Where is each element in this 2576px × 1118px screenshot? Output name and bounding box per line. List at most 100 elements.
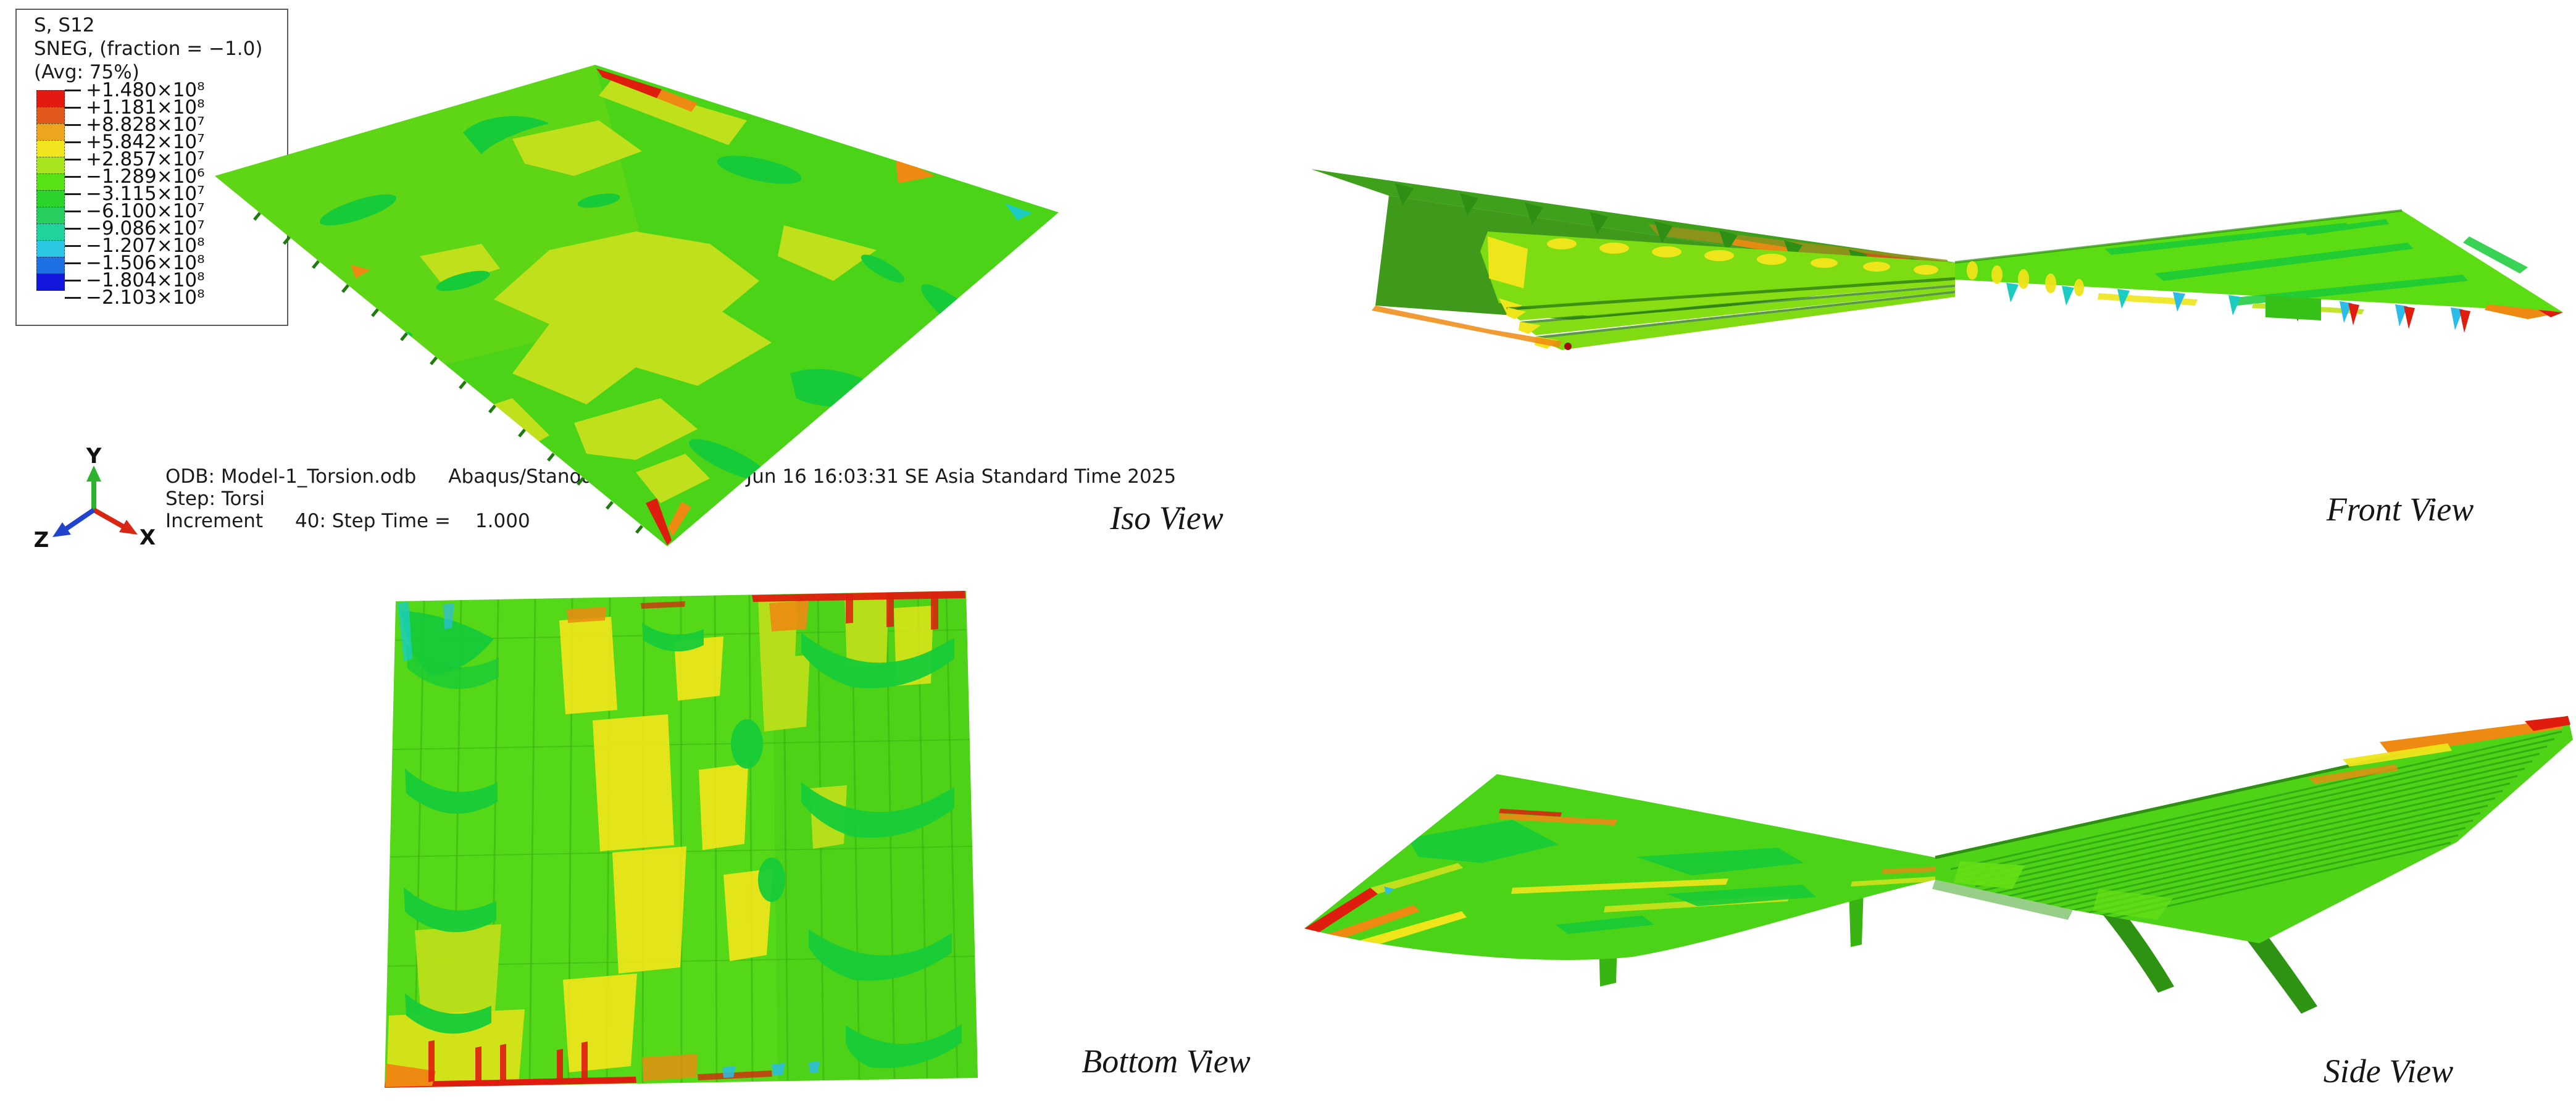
legend-colorbar-band: [36, 157, 65, 174]
y-axis-arrow: [86, 465, 101, 510]
bottom-edge-accents: [385, 591, 965, 1088]
legend-colorbar-band: [36, 273, 65, 291]
legend-title-block: S, S12 SNEG, (fraction = −1.0) (Avg: 75%…: [34, 14, 262, 84]
side-view-plot: [1304, 715, 2573, 1014]
legend-tick-line: [65, 193, 81, 195]
z-axis-arrow: [52, 507, 96, 537]
iso-view-plot: [215, 65, 1059, 546]
legend-tick: −9.086×10⁷: [65, 217, 205, 240]
legend-colorbar-band: [36, 207, 65, 224]
increment-label: Increment: [165, 510, 264, 532]
view-triad-icon: Y X Z: [34, 444, 156, 549]
legend-panel: S, S12 SNEG, (fraction = −1.0) (Avg: 75%…: [15, 9, 288, 326]
legend-tick-line: [65, 296, 81, 299]
legend-tick-line: [65, 141, 81, 143]
legend-tick-label: +8.828×10⁷: [86, 114, 205, 136]
side-view-label: Side View: [2323, 1053, 2454, 1090]
legend-tick-line: [65, 210, 81, 212]
legend-colorbar-band: [36, 190, 65, 207]
legend-tick-label: −9.086×10⁷: [86, 217, 205, 240]
legend-tick-line: [65, 227, 81, 230]
legend-tick: −2.103×10⁸: [65, 286, 205, 309]
iso-view-label: Iso View: [1110, 499, 1223, 536]
legend-colorbar: [36, 90, 65, 291]
legend-tick-line: [65, 262, 81, 264]
bottom-view-plot: [385, 591, 978, 1088]
legend-tick: +5.842×10⁷: [65, 131, 205, 153]
front-left-wing: [1311, 169, 1955, 350]
legend-tick-label: +5.842×10⁷: [86, 131, 205, 153]
bottom-view-label: Bottom View: [1082, 1043, 1251, 1080]
legend-tick: +2.857×10⁷: [65, 148, 205, 170]
legend-tick-label: +1.480×10⁸: [86, 79, 205, 101]
legend-averaging-line: (Avg: 75%): [34, 61, 140, 83]
legend-tick: −1.289×10⁶: [65, 165, 205, 188]
legend-tick-line: [65, 158, 81, 161]
status-block: ODB: Model-1_Torsion.odb Abaqus/Standard …: [165, 465, 1176, 532]
z-axis-label: Z: [34, 528, 49, 549]
front-view-label: Front View: [2326, 491, 2474, 528]
legend-colorbar-band: [36, 123, 65, 141]
increment-value: 40: Step Time =: [295, 510, 451, 532]
legend-tick: −6.100×10⁷: [65, 200, 205, 222]
legend-tick: −1.207×10⁸: [65, 235, 205, 257]
front-right-wing: [1954, 209, 2563, 333]
legend-tick-line: [65, 279, 81, 282]
legend-colorbar-band: [36, 140, 65, 157]
legend-tick: +1.480×10⁸: [65, 79, 205, 101]
legend-tick-label: +1.181×10⁸: [86, 96, 205, 119]
legend-colorbar-band: [36, 90, 65, 107]
legend-colorbar-band: [36, 107, 65, 124]
front-yellow-spots: [1488, 236, 1938, 313]
iso-yellow-contours: [420, 80, 877, 503]
side-apex-accents: [2309, 716, 2570, 784]
legend-tick: +1.181×10⁸: [65, 96, 205, 119]
legend-tick-label: −3.115×10⁷: [86, 183, 205, 205]
bottom-yellowgreen-stripes: [415, 592, 889, 1017]
legend-tick-label: −1.506×10⁸: [86, 252, 205, 274]
legend-tick-label: −6.100×10⁷: [86, 200, 205, 222]
legend-field-line: S, S12: [34, 14, 95, 36]
odb-name: ODB: Model-1_Torsion.odb: [165, 465, 417, 488]
legend-tick-label: +2.857×10⁷: [86, 148, 205, 170]
step-time-value: 1.000: [475, 510, 530, 532]
step-line: Step: Torsi: [165, 488, 265, 510]
legend-tick-label: −2.103×10⁸: [86, 286, 205, 309]
front-view-plot: [1311, 169, 2563, 350]
legend-tick-label: −1.289×10⁶: [86, 165, 205, 188]
legend-ticks: +1.480×10⁸ +1.181×10⁸ +8.828×10⁷ +5.842×10⁷…: [65, 81, 269, 307]
front-girder-ribs: [1395, 183, 1929, 280]
legend-tick-label: −1.804×10⁸: [86, 269, 205, 291]
legend-colorbar-band: [36, 173, 65, 191]
legend-tick-line: [65, 106, 81, 109]
legend-tick: −1.506×10⁸: [65, 252, 205, 274]
legend-tick-label: −1.207×10⁸: [86, 235, 205, 257]
legend-colorbar-band: [36, 240, 65, 257]
iso-shear-stud-ticks: [253, 212, 643, 534]
side-waist-shadow: [1932, 880, 2073, 920]
legend-colorbar-band: [36, 223, 65, 241]
legend-tick-line: [65, 123, 81, 126]
legend-tick-line: [65, 89, 81, 91]
legend-colorbar-band: [36, 257, 65, 274]
legend-tick: +8.828×10⁷: [65, 114, 205, 136]
legend-scale: +1.480×10⁸ +1.181×10⁸ +8.828×10⁷ +5.842×10⁷…: [36, 81, 205, 307]
bottom-contours: [385, 591, 978, 1088]
legend-tick: −3.115×10⁷: [65, 183, 205, 205]
legend-section-line: SNEG, (fraction = −1.0): [34, 38, 263, 60]
bottom-chevron-contours: [401, 611, 962, 1069]
side-left-contours: [1304, 809, 1935, 954]
legend-tick-line: [65, 175, 81, 178]
analysis-datetime: Mon Jun 16 16:03:31 SE Asia Standard Tim…: [699, 465, 1177, 488]
legend-tick-line: [65, 244, 81, 247]
legend-tick: −1.804×10⁸: [65, 269, 205, 291]
odb-title-line: ODB: Model-1_Torsion.odb Abaqus/Standard …: [165, 465, 1176, 488]
x-axis-arrow: [93, 507, 138, 535]
bottom-yellow-stripes: [559, 606, 933, 1072]
x-axis-label: X: [140, 525, 156, 549]
front-waist-yellow-dots: [1967, 261, 2084, 296]
iso-contours: [215, 65, 1058, 545]
y-axis-label: Y: [86, 444, 102, 469]
increment-line: Increment 40: Step Time = 1.000: [165, 510, 1176, 532]
